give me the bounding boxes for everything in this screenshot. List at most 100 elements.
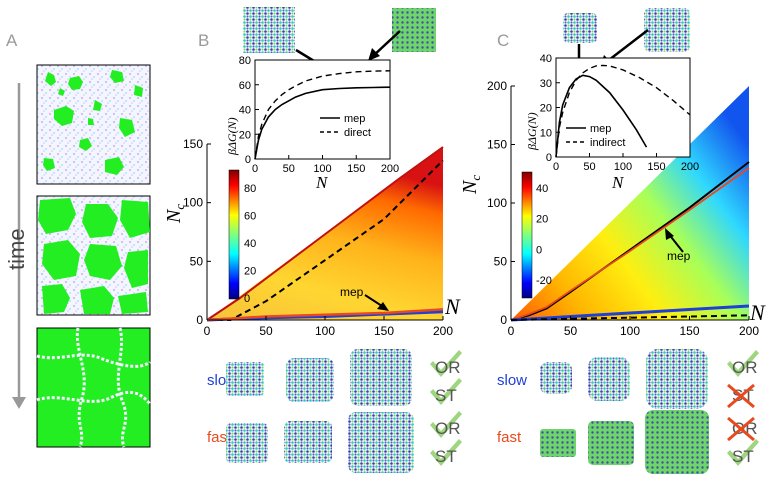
c-main-xtick-label: 150 — [679, 324, 699, 338]
c-inset-xtick-label: 200 — [681, 161, 699, 173]
c-inset-legend: mep indirect — [566, 123, 625, 149]
c-main-xlabel: N — [749, 300, 766, 325]
b-colorbar-ticks-label: 40 — [244, 238, 256, 250]
b-main-ylabel: Nc — [163, 204, 187, 224]
b-inset-ytick-label: 80 — [239, 55, 251, 67]
b-inset-direct-line — [254, 70, 391, 160]
c-inset-ytick-label: 40 — [540, 53, 552, 65]
b-row-label-fast: fast — [207, 429, 232, 446]
b-main-xtick-label: 100 — [315, 324, 335, 338]
b-main-lines — [206, 159, 444, 322]
c-main-xtick-label: 100 — [620, 324, 640, 338]
b-colorbar-ticks-label: 60 — [244, 211, 256, 223]
b-heatmap — [206, 146, 444, 321]
c-colorbar-ticks-label: -20 — [536, 275, 552, 287]
panel-c-letter: C — [497, 31, 509, 50]
b-outcome-label: OR — [435, 419, 461, 438]
c-inset-ytick-label: 10 — [540, 127, 552, 139]
c-check-icon — [727, 350, 759, 377]
c-main-lines — [510, 161, 750, 322]
c-inset-xtick-label: 100 — [614, 161, 632, 173]
c-mep-label: mep — [667, 249, 691, 263]
c-main-ytick-label: 0 — [500, 313, 507, 327]
c-cluster-snapshots — [540, 349, 709, 474]
b-inset-ytick-label: 60 — [239, 80, 251, 92]
b-colorbar-ticks-label: 0 — [244, 293, 250, 305]
c-main-ytick-label: 200 — [487, 79, 507, 93]
c-inset-xtick-label: 50 — [583, 161, 595, 173]
c-colorbar — [521, 171, 533, 299]
c-outcome-label: OR — [732, 358, 758, 377]
c-main-ytick-label: 50 — [494, 255, 508, 269]
b-inset-frame — [254, 59, 391, 160]
b-legend-direct: direct — [344, 127, 371, 139]
c-colorbar-ticks: 40 20 0 -20 — [536, 183, 552, 287]
time-label: time — [4, 228, 29, 270]
c-cross-icon — [727, 416, 755, 442]
b-main-xtick-label: 0 — [204, 324, 211, 338]
c-check-icon — [727, 439, 759, 466]
b-check-icon — [430, 411, 462, 438]
c-legend-indirect: indirect — [590, 137, 625, 149]
b-main-ytick-label: 150 — [183, 137, 203, 151]
b-colorbar-ticks: 80 60 40 20 0 — [244, 183, 256, 305]
c-inset-ytick-label: 30 — [540, 78, 552, 90]
b-inset-ytick-label: 20 — [239, 129, 251, 141]
time-arrow — [12, 83, 26, 409]
b-outcome-label: ST — [435, 447, 457, 466]
c-inset-mep-line — [555, 74, 648, 158]
c-main-ylabel: Nc — [459, 175, 483, 195]
b-main-dashed-line — [207, 159, 444, 321]
b-cluster-snapshots — [226, 349, 414, 473]
b-inset-xtick-label: 50 — [283, 163, 295, 175]
c-legend-mep: mep — [590, 123, 611, 135]
b-top-cluster-crystal — [392, 8, 436, 52]
b-main-xtick-label: 200 — [433, 324, 453, 338]
c-inset-ylabel: βΔG(N) — [525, 112, 539, 151]
c-cross-icon — [727, 383, 755, 409]
c-main-ytick-label: 100 — [487, 196, 507, 210]
c-colorbar-ticks-label: 20 — [536, 214, 548, 226]
snapshot-middle — [36, 195, 151, 316]
c-main-xtick-label: 200 — [739, 324, 759, 338]
panel-b-letter: B — [198, 31, 209, 50]
c-top-cluster-large — [644, 8, 690, 52]
c-outcome-label: ST — [732, 447, 754, 466]
c-row-label-fast: fast — [497, 429, 522, 446]
b-colorbar-ticks-label: 20 — [244, 266, 256, 278]
b-main-ytick-label: 50 — [190, 254, 204, 268]
c-main-ytick-label: 150 — [487, 138, 507, 152]
b-check-icon — [430, 439, 462, 466]
c-inset-lines — [555, 64, 691, 158]
c-row-label-slow: slow — [497, 372, 527, 389]
b-check-icon — [430, 378, 462, 405]
c-main-mep-line — [510, 161, 750, 321]
snapshot-late — [36, 327, 152, 448]
b-main-ytick-label: 100 — [183, 196, 203, 210]
b-top-cluster-disordered — [243, 7, 295, 53]
c-colorbar-ticks-label: 40 — [536, 183, 548, 195]
b-inset-legend: mep direct — [320, 113, 371, 139]
c-inset-xtick-label: 0 — [553, 161, 559, 173]
b-inset-xtick-label: 100 — [313, 163, 331, 175]
b-inset-xlabel: N — [315, 173, 329, 192]
panel-a-letter: A — [6, 31, 18, 50]
b-inset-ylabel: βΔG(N) — [225, 117, 239, 156]
b-check-icon — [430, 350, 462, 377]
b-main-xlabel: N — [444, 294, 461, 319]
c-inset-ytick-label: 0 — [546, 152, 552, 164]
c-inset-indirect-line — [555, 64, 691, 158]
b-inset-xtick-label: 200 — [381, 163, 399, 175]
c-outcome-label: OR — [732, 419, 758, 438]
c-main-red-line — [510, 167, 750, 321]
b-colorbar-ticks-label: 80 — [244, 183, 256, 195]
b-colorbar — [228, 169, 240, 300]
b-inset-ytick-label: 0 — [245, 154, 251, 166]
b-outcome-label: OR — [435, 358, 461, 377]
b-inset-ytick-label: 40 — [239, 105, 251, 117]
